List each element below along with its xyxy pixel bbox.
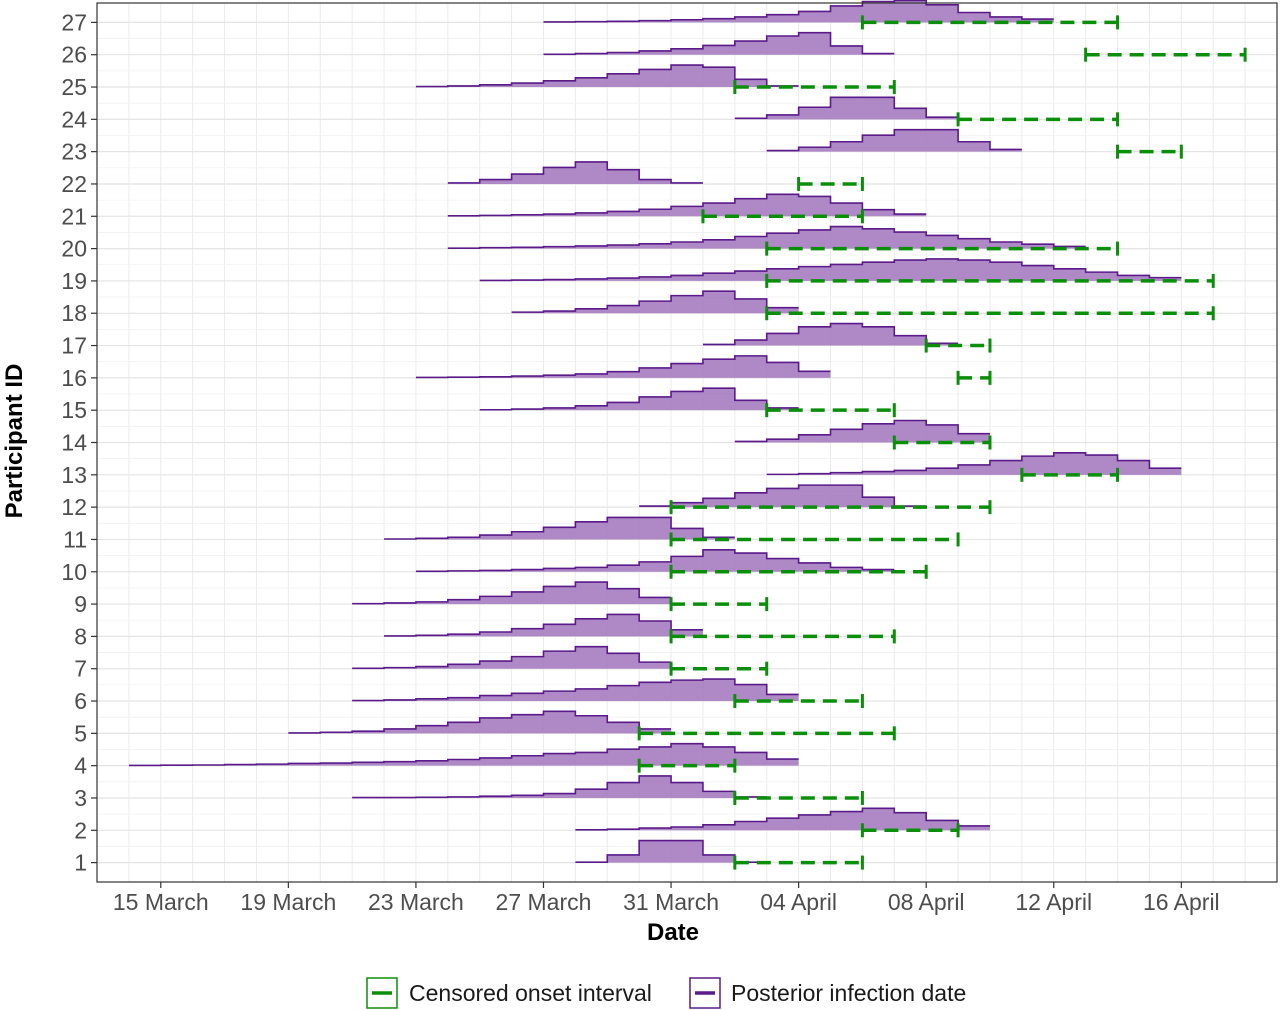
legend-item-posterior: Posterior infection date: [690, 978, 966, 1008]
y-tick-label: 19: [61, 268, 87, 294]
y-tick-label: 1: [74, 850, 87, 876]
y-tick-label: 21: [61, 203, 87, 229]
y-tick-label: 6: [74, 688, 87, 714]
x-axis: 15 March 19 March 23 March 27 March 31 March…: [113, 882, 1220, 915]
legend-label-censored: Censored onset interval: [409, 980, 652, 1006]
y-tick-label: 4: [74, 753, 87, 779]
x-tick-label: 27 March: [496, 889, 592, 915]
y-tick-label: 10: [61, 559, 87, 585]
y-tick-label: 7: [74, 656, 87, 682]
y-tick-label: 20: [61, 236, 87, 262]
legend: Censored onset interval Posterior infect…: [367, 978, 966, 1008]
y-tick-label: 17: [61, 333, 87, 359]
x-tick-label: 23 March: [368, 889, 464, 915]
x-tick-label: 31 March: [623, 889, 719, 915]
x-tick-label: 12 April: [1015, 889, 1092, 915]
y-tick-label: 25: [61, 74, 87, 100]
y-tick-label: 22: [61, 171, 87, 197]
x-axis-title: Date: [647, 919, 699, 946]
y-tick-label: 13: [61, 462, 87, 488]
y-axis: 1234567891011121314151617181920212223242…: [61, 9, 97, 875]
x-tick-label: 19 March: [240, 889, 336, 915]
x-tick-label: 15 March: [113, 889, 209, 915]
legend-label-posterior: Posterior infection date: [731, 980, 966, 1006]
y-tick-label: 2: [74, 817, 87, 843]
y-axis-title: Participant ID: [1, 364, 28, 519]
legend-item-censored: Censored onset interval: [367, 978, 652, 1008]
y-tick-label: 8: [74, 623, 87, 649]
y-tick-label: 15: [61, 397, 87, 423]
x-tick-label: 08 April: [888, 889, 965, 915]
y-tick-label: 3: [74, 785, 87, 811]
y-tick-label: 12: [61, 494, 87, 520]
y-tick-label: 24: [61, 106, 87, 132]
y-tick-label: 26: [61, 42, 87, 68]
y-tick-label: 23: [61, 139, 87, 165]
y-tick-label: 16: [61, 365, 87, 391]
x-tick-label: 16 April: [1143, 889, 1220, 915]
y-tick-label: 27: [61, 9, 87, 35]
y-tick-label: 11: [63, 526, 87, 552]
y-tick-label: 14: [61, 430, 87, 456]
y-tick-label: 5: [74, 720, 87, 746]
y-tick-label: 18: [61, 300, 87, 326]
x-tick-label: 04 April: [760, 889, 837, 915]
y-tick-label: 9: [74, 591, 87, 617]
